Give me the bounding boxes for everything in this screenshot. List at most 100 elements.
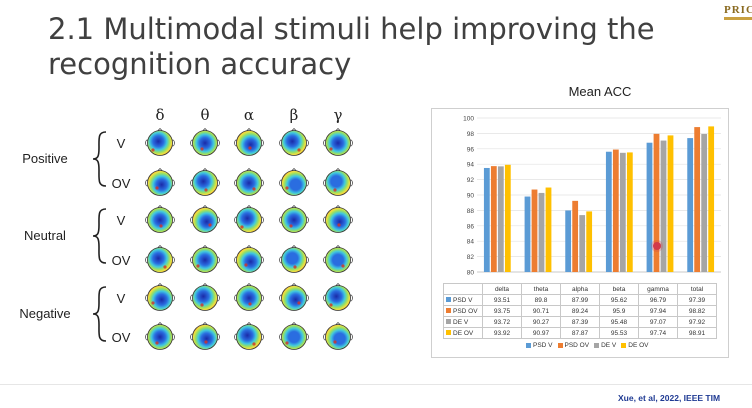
eeg-topomap-head [323,322,353,352]
eeg-topomap-head [323,245,353,275]
bar [545,187,552,272]
emotion-group-label: Negative [19,306,71,321]
slide-title: 2.1 Multimodal stimuli help improving th… [48,12,655,81]
data-value-label: 89.24 [560,305,600,317]
series-swatch [446,319,451,325]
eeg-topomap-head [190,322,220,352]
logo-text: PRIC [724,4,752,16]
eeg-topomap-head [323,128,353,158]
table-row: DE V 93.72 90.27 87.39 95.48 97.07 97.92 [443,316,717,328]
y-tick-label: 100 [463,116,474,123]
eeg-topomap-head [234,322,264,352]
x-category-label: delta [482,283,522,295]
series-row-header: PSD OV [443,305,483,317]
bar [565,210,572,272]
series-name: DE V [453,318,469,326]
chart-title: Mean ACC [568,84,632,99]
x-category-label: beta [599,283,639,295]
legend-item: PSD OV [557,342,590,349]
legend-label: DE OV [628,342,649,349]
legend-label: PSD OV [564,342,590,349]
band-label: δ [155,106,165,124]
series-swatch [446,297,451,303]
legend-label: DE V [601,342,617,349]
emotion-group-label: Positive [22,151,68,166]
bar [653,133,660,272]
modality-row-label: V [116,213,126,228]
data-value-label: 97.94 [638,305,678,317]
legend-item: PSD V [526,342,553,349]
eeg-topomap-head [145,128,175,158]
bar-chart: 80 82 84 86 88 90 92 94 96 98 100 [463,116,721,277]
bar [646,142,653,272]
y-tick-label: 86 [467,223,475,230]
modality-row-label: OV [111,330,131,345]
eeg-topomap-head [190,245,220,275]
table-row: PSD V 93.51 89.8 87.99 95.62 96.79 97.39 [443,294,717,306]
bar [572,200,579,272]
data-value-label: 90.27 [521,316,561,328]
group-brace [90,285,110,343]
legend-swatch [557,342,563,348]
band-label: γ [333,106,343,124]
group-brace [90,207,110,265]
data-value-label: 97.07 [638,316,678,328]
modality-row-label: OV [111,253,131,268]
band-label: θ [200,106,210,124]
series-name: DE OV [453,329,474,337]
y-tick-label: 80 [467,270,475,277]
eeg-topomap-head [234,168,264,198]
eeg-topomap-head [323,283,353,313]
eeg-topomap-head [190,205,220,235]
data-value-label: 90.71 [521,305,561,317]
bar [483,167,490,272]
modality-row-label: OV [111,176,131,191]
eeg-topomap-head [145,322,175,352]
y-tick-label: 84 [467,239,475,246]
eeg-topomap-head [190,283,220,313]
x-category-label: total [677,283,717,295]
x-category-label: alpha [560,283,600,295]
bar [708,126,715,272]
bar [531,189,538,272]
data-value-label: 93.75 [482,305,522,317]
legend-swatch [621,342,627,348]
bar [612,149,619,272]
y-tick-label: 82 [467,254,475,261]
eeg-topomap-head [279,205,309,235]
table-header-row: delta theta alpha beta gamma total [443,283,717,295]
bar [504,164,511,272]
data-value-label: 87.39 [560,316,600,328]
data-value-label: 93.92 [482,327,522,339]
data-value-label: 98.91 [677,327,717,339]
laser-pointer-dot [653,242,661,250]
eeg-topomap-head [323,168,353,198]
eeg-topomap-head [190,168,220,198]
data-value-label: 93.72 [482,316,522,328]
series-row-header: DE V [443,316,483,328]
bottom-divider [0,384,752,385]
y-tick-label: 96 [467,146,475,153]
data-value-label: 97.39 [677,294,717,306]
eeg-topomap-head [234,245,264,275]
series-name: PSD OV [453,307,478,315]
eeg-topomap-head [145,205,175,235]
data-value-label: 97.92 [677,316,717,328]
x-category-label: gamma [638,283,678,295]
data-value-label: 95.48 [599,316,639,328]
data-value-label: 95.53 [599,327,639,339]
data-value-label: 90.97 [521,327,561,339]
bar [524,196,531,272]
series-swatch [446,330,451,336]
table-corner-cell [443,283,483,295]
eeg-topomap-head [145,283,175,313]
bar [626,152,633,272]
bar [687,138,694,272]
bar [538,192,545,272]
legend-swatch [594,342,600,348]
y-tick-label: 94 [467,162,475,169]
bar [586,211,593,272]
eeg-topomap-head [145,168,175,198]
data-value-label: 95.9 [599,305,639,317]
data-value-label: 97.74 [638,327,678,339]
